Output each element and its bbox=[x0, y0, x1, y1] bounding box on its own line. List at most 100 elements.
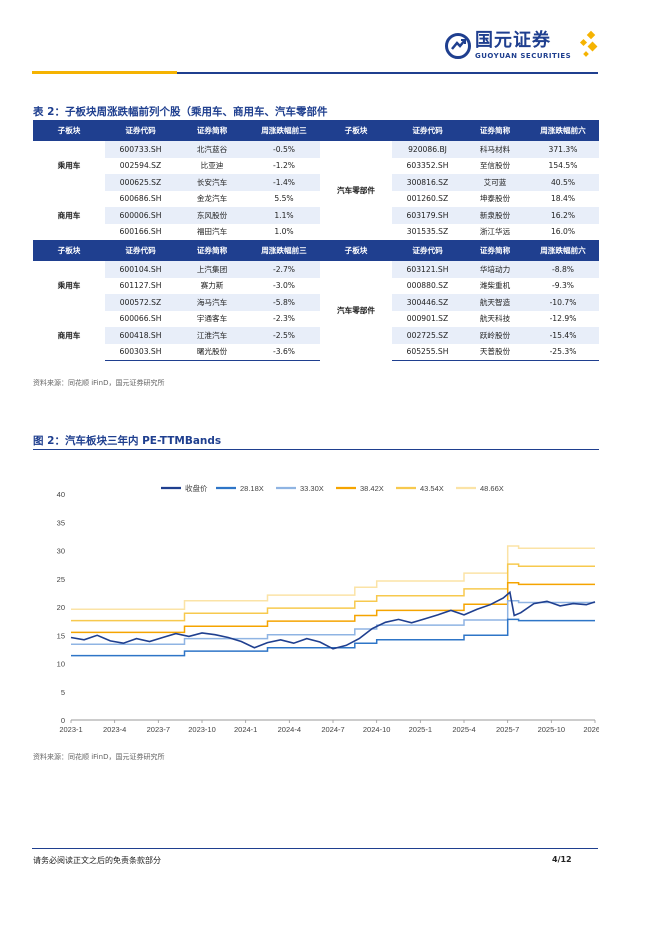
cell-change: 1.1% bbox=[248, 207, 320, 224]
footer-divider bbox=[32, 848, 598, 849]
cell-change: -8.8% bbox=[527, 261, 599, 278]
logo-text-en: GUOYUAN SECURITIES bbox=[475, 52, 572, 60]
cell-code: 000625.SZ bbox=[105, 174, 176, 191]
cell-name: 航天科技 bbox=[479, 314, 511, 324]
logo-text-cn: 国元证券 bbox=[475, 30, 551, 51]
cell-code: 000880.SZ bbox=[406, 281, 449, 291]
col-header: 子板块 bbox=[320, 120, 392, 141]
cell-code: 600733.SH bbox=[105, 141, 176, 158]
cell-code: 600006.SH bbox=[105, 207, 176, 224]
col-header: 证券简称 bbox=[176, 240, 248, 261]
col-header: 子板块 bbox=[33, 120, 105, 141]
cell-code: 600686.SH bbox=[119, 194, 162, 204]
cell-code: 601127.SH bbox=[119, 281, 162, 291]
cell-name: 东风股份 bbox=[176, 207, 248, 224]
cell-change: 5.5% bbox=[274, 194, 294, 204]
legend-label: 33.30X bbox=[300, 484, 324, 493]
cell-name: 航天智造 bbox=[463, 294, 527, 311]
table-row: 商用车 600066.SH 宇通客车 -2.3% 000901.SZ 航天科技 … bbox=[33, 310, 599, 361]
figure-title: 图 2：汽车板块三年内 PE-TTMBands bbox=[33, 435, 222, 447]
pe-band-chart: 0 5 10 15 20 25 30 35 40 2023-1 2023-4 2023-7 2023-1… bbox=[57, 483, 599, 734]
x-tick-label: 2025-10 bbox=[538, 725, 566, 734]
cell-change: -0.5% bbox=[248, 141, 320, 158]
group-label: 汽车零部件 bbox=[320, 141, 392, 240]
cell-change: -2.5% bbox=[248, 327, 320, 344]
x-tick-label: 2024-7 bbox=[321, 725, 344, 734]
legend-label: 43.54X bbox=[420, 484, 444, 493]
series-line-38.42X bbox=[71, 581, 595, 634]
cell-change: -3.0% bbox=[272, 281, 296, 291]
header-accent-bar bbox=[32, 71, 177, 74]
cell-name: 上汽集团 bbox=[176, 261, 248, 278]
table-row: 000572.SZ 海马汽车 -5.8% 300446.SZ 航天智造 -10.… bbox=[33, 294, 599, 311]
col-header: 子板块 bbox=[320, 240, 392, 261]
cell-name: 潍柴重机 bbox=[479, 281, 511, 291]
figure-source: 资料来源：同花顺 iFinD，国元证券研究所 bbox=[33, 753, 165, 761]
cell-code: 600303.SH bbox=[105, 343, 176, 361]
cell-code: 605255.SH bbox=[392, 343, 463, 361]
table-header-bottom: 子板块 证券代码 证券简称 周涨跌幅前三 子板块 证券代码 证券简称 周涨跌幅前… bbox=[33, 240, 599, 261]
table-row: 601127.SH 赛力斯 -3.0% 000880.SZ 潍柴重机 -9.3% bbox=[33, 278, 599, 295]
series-line-43.54X bbox=[71, 563, 595, 622]
x-tick-label: 2024-10 bbox=[363, 725, 391, 734]
cell-change: -5.8% bbox=[248, 294, 320, 311]
legend-label: 28.18X bbox=[240, 484, 264, 493]
cell-change: -12.9% bbox=[549, 314, 577, 324]
x-tick-label: 2024-4 bbox=[278, 725, 301, 734]
figure-title-rule bbox=[33, 449, 599, 450]
cell-change: 1.0% bbox=[274, 227, 294, 237]
table-row: 600006.SH 东风股份 1.1% 603179.SH 新泉股份 16.2% bbox=[33, 207, 599, 224]
stock-table: 子板块 证券代码 证券简称 周涨跌幅前三 子板块 证券代码 证券简称 周涨跌幅前… bbox=[33, 120, 599, 361]
cell-change: -15.4% bbox=[527, 327, 599, 344]
y-tick-label: 5 bbox=[61, 688, 65, 697]
col-header: 证券代码 bbox=[105, 240, 176, 261]
x-tick-label: 2023-10 bbox=[188, 725, 216, 734]
table-title: 表 2：子板块周涨跌幅前列个股（乘用车、商用车、汽车零部件 bbox=[33, 106, 328, 118]
cell-change: -10.7% bbox=[527, 294, 599, 311]
col-header: 周涨跌幅前六 bbox=[527, 120, 599, 141]
cell-name: 坤泰股份 bbox=[479, 194, 511, 204]
table-row: 600166.SH 福田汽车 1.0% 301535.SZ 浙江华远 16.0% bbox=[33, 224, 599, 241]
col-header: 证券简称 bbox=[463, 120, 527, 141]
cell-code: 001260.SZ bbox=[406, 194, 449, 204]
col-header: 周涨跌幅前六 bbox=[527, 240, 599, 261]
cell-change: -9.3% bbox=[551, 281, 575, 291]
cell-name: 福田汽车 bbox=[196, 227, 228, 237]
x-tick-label: 2026-1 bbox=[583, 725, 599, 734]
x-tick-label: 2025-7 bbox=[496, 725, 519, 734]
cell-code: 002725.SZ bbox=[392, 327, 463, 344]
cell-change: -2.7% bbox=[248, 261, 320, 278]
x-tick-label: 2025-1 bbox=[409, 725, 432, 734]
table-source: 资料来源：同花顺 iFinD，国元证券研究所 bbox=[33, 379, 165, 387]
y-tick-label: 35 bbox=[57, 518, 65, 527]
cell-change: 16.0% bbox=[550, 227, 576, 237]
y-tick-label: 20 bbox=[57, 603, 65, 612]
cell-name: 浙江华远 bbox=[479, 227, 511, 237]
col-header: 周涨跌幅前三 bbox=[248, 240, 320, 261]
footer-disclaimer: 请务必阅读正文之后的免责条款部分 bbox=[33, 856, 161, 865]
col-header: 证券代码 bbox=[105, 120, 176, 141]
x-tick-label: 2023-4 bbox=[103, 725, 126, 734]
col-header: 子板块 bbox=[33, 240, 105, 261]
x-tick-label: 2024-1 bbox=[234, 725, 257, 734]
y-tick-label: 10 bbox=[57, 660, 65, 669]
x-tick-label: 2025-4 bbox=[452, 725, 475, 734]
group-label: 乘用车 bbox=[33, 141, 105, 191]
cell-code: 603352.SH bbox=[406, 161, 449, 171]
cell-change: -25.3% bbox=[527, 343, 599, 361]
cell-code: 600418.SH bbox=[105, 327, 176, 344]
cell-name: 比亚迪 bbox=[200, 161, 224, 171]
col-header: 证券代码 bbox=[392, 120, 463, 141]
cell-name: 跃岭股份 bbox=[463, 327, 527, 344]
cell-code: 920086.BJ bbox=[392, 141, 463, 158]
group-label: 乘用车 bbox=[33, 261, 105, 311]
cell-change: -1.2% bbox=[272, 161, 296, 171]
cell-code: 300816.SZ bbox=[392, 174, 463, 191]
guoyuan-logo-icon bbox=[445, 33, 471, 59]
group-label: 汽车零部件 bbox=[320, 261, 392, 361]
table-header-top: 子板块 证券代码 证券简称 周涨跌幅前三 子板块 证券代码 证券简称 周涨跌幅前… bbox=[33, 120, 599, 141]
table-row: 乘用车 600733.SH 北汽蓝谷 -0.5% 汽车零部件 920086.BJ… bbox=[33, 141, 599, 240]
cell-code: 301535.SZ bbox=[406, 227, 449, 237]
legend-label: 38.42X bbox=[360, 484, 384, 493]
x-tick-label: 2023-7 bbox=[147, 725, 170, 734]
